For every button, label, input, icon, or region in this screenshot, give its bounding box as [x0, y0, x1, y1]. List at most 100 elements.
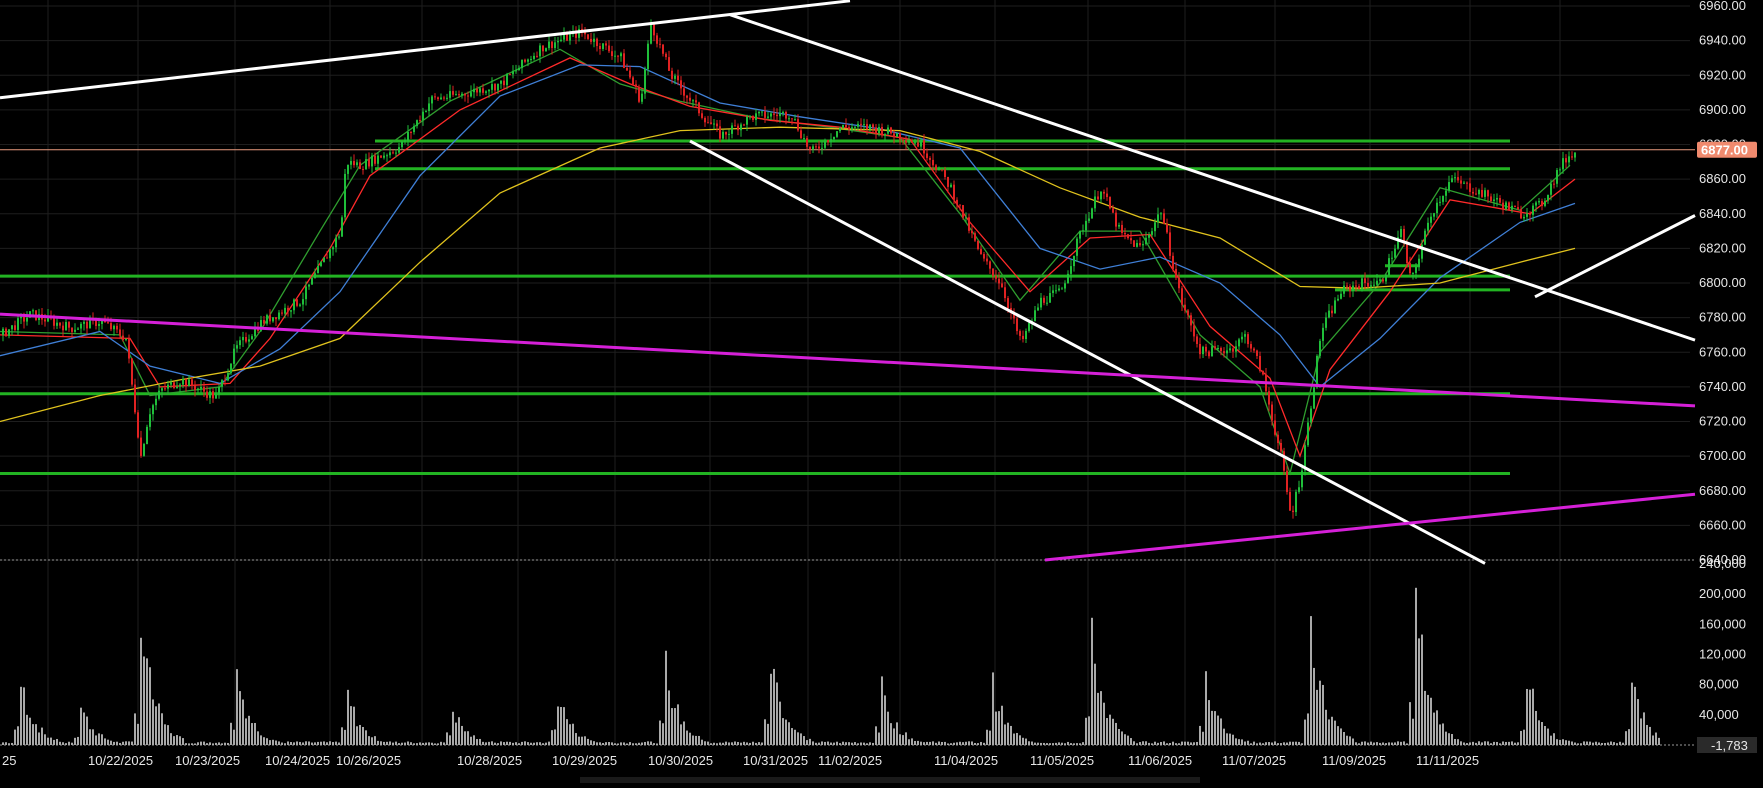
candle-body	[1394, 248, 1396, 258]
volume-bar	[308, 741, 310, 745]
time-scrollbar[interactable]	[580, 777, 1200, 783]
volume-bar	[704, 741, 706, 745]
candle-body	[1409, 263, 1411, 274]
volume-bar	[977, 743, 979, 745]
candle-body	[1112, 208, 1114, 213]
volume-bar	[638, 742, 640, 745]
volume-bar	[713, 742, 715, 745]
volume-bar	[71, 742, 73, 745]
volume-bar	[596, 742, 598, 745]
candle-body	[203, 386, 205, 392]
candle-body	[137, 412, 139, 438]
volume-bar	[1469, 742, 1471, 745]
volume-bar	[1376, 742, 1378, 745]
volume-bar	[356, 726, 358, 745]
volume-bar	[800, 733, 802, 745]
price-tick-label: 6900.00	[1699, 102, 1746, 117]
volume-bar	[761, 742, 763, 745]
candle-body	[1568, 156, 1570, 163]
volume-bar	[863, 742, 865, 745]
candle-body	[53, 318, 55, 326]
candle-body	[695, 100, 697, 103]
volume-bar	[995, 711, 997, 745]
volume-bar	[1235, 738, 1237, 745]
candle-body	[1322, 327, 1324, 341]
volume-bar	[95, 735, 97, 745]
candle-body	[617, 55, 619, 57]
volume-bar	[1628, 729, 1630, 745]
volume-bar	[1346, 735, 1348, 745]
volume-bar	[80, 707, 82, 745]
volume-bar	[1001, 705, 1003, 745]
candle-body	[644, 69, 646, 94]
candle-body	[1208, 351, 1210, 357]
candle-body	[596, 38, 598, 47]
candle-body	[1505, 202, 1507, 210]
volume-bar	[332, 742, 334, 745]
volume-bar	[449, 735, 451, 745]
volume-bar	[734, 741, 736, 745]
candle-body	[1178, 277, 1180, 289]
candle-body	[131, 358, 133, 385]
trend-line-6[interactable]	[1044, 492, 1696, 562]
volume-bar	[362, 726, 364, 745]
candle-body	[1157, 214, 1159, 223]
candle-body	[1400, 228, 1402, 238]
trend-line-1[interactable]	[0, 0, 851, 100]
candle-body	[1457, 177, 1459, 181]
volume-bar	[83, 712, 85, 745]
candle-body	[215, 394, 217, 399]
candle-body	[1019, 331, 1021, 336]
candle-body	[965, 217, 967, 219]
volume-bar	[263, 737, 265, 745]
candle-body	[146, 426, 148, 444]
candle-body	[836, 131, 838, 137]
candle-body	[260, 320, 262, 331]
volume-tick-label: 240,000	[1699, 556, 1746, 571]
candle-body	[116, 325, 118, 330]
candle-body	[410, 132, 412, 134]
candle-body	[455, 94, 457, 96]
volume-bar	[431, 742, 433, 745]
candle-body	[662, 44, 664, 54]
candle-body	[974, 233, 976, 241]
candle-body	[905, 140, 907, 143]
candle-body	[275, 317, 277, 320]
trend-line-5[interactable]	[0, 312, 1696, 408]
candle-body	[1316, 355, 1318, 388]
volume-bar	[149, 667, 151, 745]
volume-bar	[680, 724, 682, 745]
candle-body	[1301, 470, 1303, 488]
candle-body	[1034, 310, 1036, 321]
volume-bar	[878, 732, 880, 745]
candle-body	[407, 132, 409, 141]
candle-body	[1268, 391, 1270, 405]
trend-line-4[interactable]	[1534, 214, 1696, 299]
candle-body	[1094, 196, 1096, 209]
volume-bar	[881, 676, 883, 745]
candle-body	[1310, 408, 1312, 423]
candle-body	[911, 141, 913, 143]
candle-body	[1328, 310, 1330, 318]
volume-bar	[452, 711, 454, 745]
candle-body	[299, 304, 301, 306]
volume-bar	[875, 726, 877, 745]
candle-body	[842, 124, 844, 129]
trend-line-2[interactable]	[729, 13, 1696, 342]
trend-line-3[interactable]	[689, 139, 1486, 565]
candle-body	[1256, 350, 1258, 356]
candle-body	[518, 68, 520, 71]
volume-bar	[1118, 729, 1120, 745]
volume-bar	[1640, 718, 1642, 745]
volume-bar	[317, 741, 319, 745]
volume-bar	[1538, 720, 1540, 745]
candle-body	[914, 142, 916, 144]
candle-body	[542, 45, 544, 52]
volume-bar	[614, 743, 616, 745]
candle-body	[1115, 212, 1117, 227]
volume-bar	[47, 737, 49, 745]
candle-body	[1091, 208, 1093, 219]
candle-body	[1247, 334, 1249, 345]
